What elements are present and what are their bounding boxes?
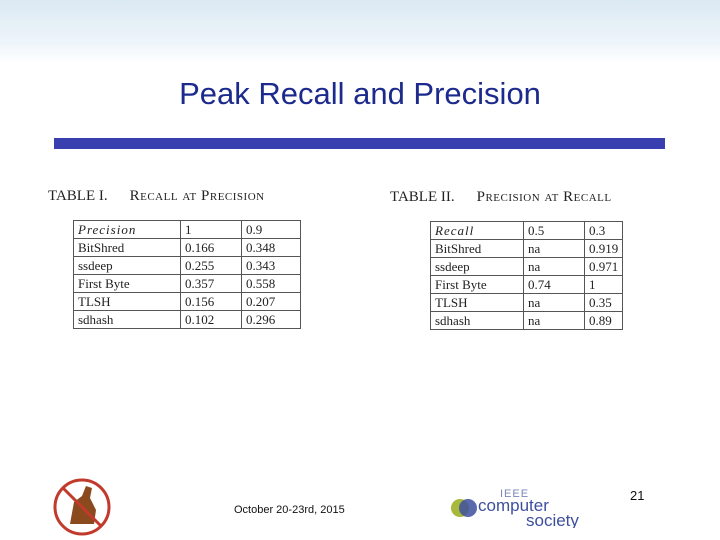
- slide-title: Peak Recall and Precision: [179, 76, 541, 111]
- table-cell: TLSH: [73, 292, 181, 311]
- table-cell: 1: [583, 275, 624, 294]
- table-cell: 0.343: [241, 256, 301, 275]
- table-title: Precision at Recall: [476, 189, 612, 205]
- table: Precision 1 0.9 BitShred 0.166 0.348 ssdeep 0.2…: [73, 220, 301, 329]
- table-cell: na: [523, 311, 585, 330]
- header-band: [0, 0, 720, 62]
- table-cell: 0.558: [241, 274, 301, 293]
- table-cell: 0.207: [241, 292, 301, 311]
- table-cell: ssdeep: [73, 256, 181, 275]
- table-cell: sdhash: [73, 310, 181, 329]
- page-number: 21: [630, 488, 645, 503]
- logo-text: IEEE: [500, 488, 529, 500]
- table-cell: 0.5: [523, 221, 585, 240]
- table-cell: 0.296: [241, 310, 301, 329]
- logo-text: society: [526, 511, 579, 528]
- table-cell: BitShred: [73, 238, 181, 257]
- table-cell: TLSH: [430, 293, 524, 312]
- table-cell: na: [523, 257, 585, 276]
- table-row: sdhash 0.102 0.296: [73, 310, 301, 329]
- table-cell: First Byte: [430, 275, 524, 294]
- table-row: TLSH 0.156 0.207: [73, 292, 301, 311]
- table-cell: 0.74: [523, 275, 585, 294]
- table-cell: 0.3: [583, 221, 624, 240]
- table-cell: 0.166: [180, 238, 242, 257]
- table-cell: 0.255: [180, 256, 242, 275]
- table-cell: 0.102: [180, 310, 242, 329]
- table-cell: First Byte: [73, 274, 181, 293]
- table-label: TABLE II.: [390, 189, 455, 205]
- table-cell: na: [523, 239, 585, 258]
- table-cell: Recall: [430, 221, 524, 240]
- title-rule: [54, 138, 665, 149]
- table-cell: 0.971: [583, 257, 624, 276]
- table-cell: sdhash: [430, 311, 524, 330]
- table: Recall 0.5 0.3 BitShred na 0.919 ssdeep na 0.971…: [430, 221, 624, 330]
- table-row: sdhash na 0.89: [430, 311, 624, 330]
- table-caption: TABLE I. Recall at Precision: [48, 188, 265, 205]
- table-header: Recall 0.5 0.3: [430, 221, 624, 240]
- table-row: ssdeep 0.255 0.343: [73, 256, 301, 275]
- table-row: First Byte 0.74 1: [430, 275, 624, 294]
- table-cell: 0.156: [180, 292, 242, 311]
- table-header: Precision 1 0.9: [73, 220, 301, 239]
- table-caption: TABLE II. Precision at Recall: [390, 189, 612, 206]
- footer-date: October 20-23rd, 2015: [234, 504, 345, 516]
- table-cell: 0.357: [180, 274, 242, 293]
- table-cell: 0.89: [583, 311, 624, 330]
- table-cell: 0.348: [241, 238, 301, 257]
- table-row: BitShred 0.166 0.348: [73, 238, 301, 257]
- table-cell: ssdeep: [430, 257, 524, 276]
- table-cell: 0.9: [241, 220, 301, 239]
- logo-text: computer: [478, 496, 549, 515]
- table-label: TABLE I.: [48, 188, 108, 204]
- table-row: First Byte 0.357 0.558: [73, 274, 301, 293]
- table-row: BitShred na 0.919: [430, 239, 624, 258]
- table-cell: BitShred: [430, 239, 524, 258]
- malcon-logo: [53, 478, 111, 536]
- table-cell: Precision: [73, 220, 181, 239]
- table-cell: na: [523, 293, 585, 312]
- table-title: Recall at Precision: [129, 188, 265, 204]
- table-cell: 0.919: [583, 239, 624, 258]
- table-cell: 1: [180, 220, 242, 239]
- table-row: ssdeep na 0.971: [430, 257, 624, 276]
- ieee-logo: IEEE computer society: [451, 488, 579, 528]
- table-cell: 0.35: [583, 293, 624, 312]
- table-row: TLSH na 0.35: [430, 293, 624, 312]
